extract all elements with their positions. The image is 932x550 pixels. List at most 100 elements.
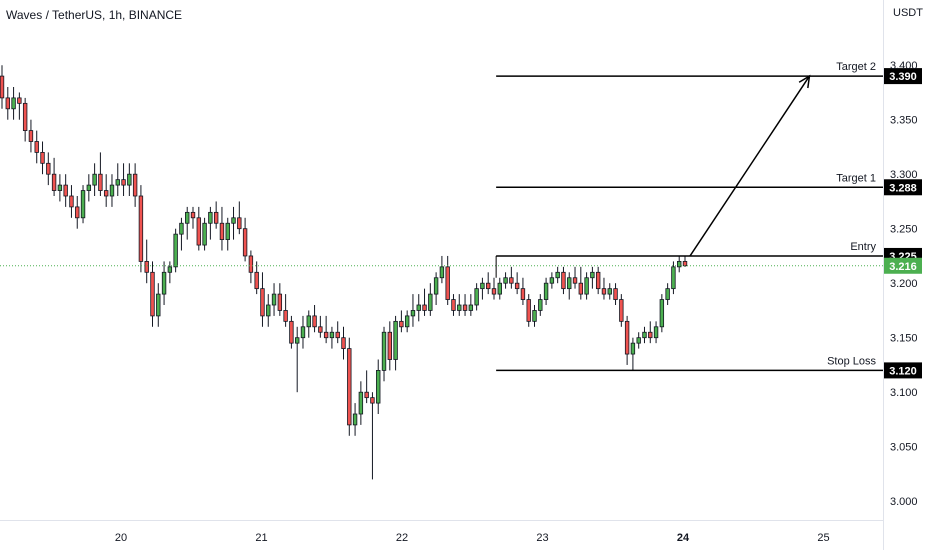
candle-body xyxy=(376,369,381,404)
candle xyxy=(590,266,595,289)
candle-body xyxy=(578,282,584,295)
y-tick-label: 3.350 xyxy=(890,115,918,127)
candle-body xyxy=(451,299,456,311)
candle-body xyxy=(474,288,479,306)
x-tick-label: 21 xyxy=(255,532,267,544)
candle-body xyxy=(156,293,161,317)
candle xyxy=(11,87,16,120)
x-tick-label: 25 xyxy=(817,532,829,544)
candle-body xyxy=(601,288,607,295)
candle xyxy=(51,157,57,196)
candle-body xyxy=(364,391,369,399)
candle-body xyxy=(404,315,410,328)
candle-body xyxy=(11,97,16,110)
candle xyxy=(150,261,155,327)
candle-body xyxy=(630,342,636,355)
candle xyxy=(144,239,149,284)
candle-body xyxy=(642,331,647,339)
candle xyxy=(323,315,329,344)
candle-body xyxy=(295,337,300,344)
candle xyxy=(578,266,584,300)
candle-body xyxy=(329,331,335,339)
candle xyxy=(103,174,109,207)
candle-body xyxy=(109,184,115,197)
candle xyxy=(514,272,520,295)
candle-body xyxy=(86,184,92,191)
level-stop-loss: Stop Loss 3.120 xyxy=(496,355,922,379)
candle-body xyxy=(34,141,39,153)
candle xyxy=(677,255,682,273)
candle xyxy=(393,315,398,371)
candle xyxy=(185,206,190,240)
candle-body xyxy=(532,310,537,322)
candle-body xyxy=(219,222,225,241)
candle xyxy=(555,266,560,284)
candle xyxy=(57,174,63,202)
candle xyxy=(173,228,178,273)
candle-body xyxy=(254,271,259,290)
candle-body xyxy=(509,277,514,284)
candle xyxy=(486,272,491,295)
candle-body xyxy=(538,299,543,311)
candle-body xyxy=(503,277,508,284)
candle xyxy=(387,321,392,371)
candle xyxy=(17,92,22,120)
candle xyxy=(213,201,219,229)
candle xyxy=(624,315,630,365)
candle-body xyxy=(318,326,323,333)
candle-body xyxy=(271,293,277,306)
candle xyxy=(422,288,427,316)
candle xyxy=(190,206,196,229)
candle-body xyxy=(242,228,248,257)
y-tick-label: 3.250 xyxy=(890,224,918,236)
candle-body xyxy=(196,217,201,246)
candle xyxy=(653,321,659,344)
candle-body xyxy=(57,184,63,191)
candle xyxy=(526,294,531,327)
y-tick-label: 3.100 xyxy=(890,387,918,399)
candle-body xyxy=(0,75,5,99)
level-price-tag-text: 3.120 xyxy=(889,365,917,377)
candle-body xyxy=(5,97,10,110)
level-price-tag-text: 3.390 xyxy=(889,71,917,83)
candle xyxy=(237,201,242,235)
candle-body xyxy=(185,211,190,224)
candle-body xyxy=(457,304,462,311)
candle xyxy=(86,174,92,202)
candle-body xyxy=(590,271,595,279)
candle-body xyxy=(167,266,173,273)
candle-body xyxy=(277,293,283,311)
candle xyxy=(121,163,126,196)
candle-body xyxy=(179,222,184,235)
level-name-label: Entry xyxy=(850,241,876,253)
candle xyxy=(572,266,578,289)
candle-body xyxy=(300,326,306,339)
candle-body xyxy=(40,151,45,164)
candle xyxy=(0,65,5,109)
candle-body xyxy=(491,288,497,295)
y-tick-label: 3.400 xyxy=(890,60,918,72)
candle xyxy=(561,266,566,295)
candles-layer xyxy=(0,65,688,480)
candle xyxy=(196,206,201,251)
candle-body xyxy=(462,304,468,311)
x-tick-label: 22 xyxy=(396,532,408,544)
candle xyxy=(491,277,497,300)
candle xyxy=(347,337,352,436)
x-tick-label: 23 xyxy=(536,532,548,544)
y-tick-label: 3.000 xyxy=(890,496,918,508)
y-tick-label: 3.050 xyxy=(890,442,918,454)
candle-body xyxy=(202,222,207,246)
candle-body xyxy=(659,299,665,328)
candle xyxy=(341,326,346,360)
candle xyxy=(266,294,271,327)
candle xyxy=(132,163,138,207)
candle xyxy=(260,272,265,327)
candle-body xyxy=(312,315,317,328)
candle xyxy=(671,261,676,295)
candle-body xyxy=(595,271,601,290)
candle xyxy=(231,206,236,240)
candle xyxy=(295,326,300,393)
candle-body xyxy=(225,222,230,241)
